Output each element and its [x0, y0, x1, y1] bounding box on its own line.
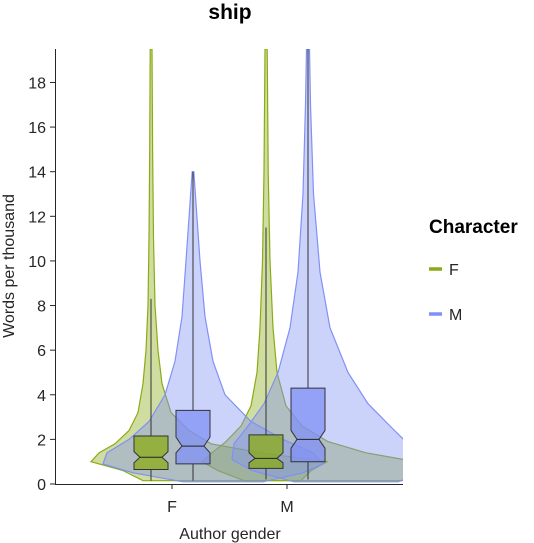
x-axis-label: Author gender — [179, 526, 281, 543]
boxplot-m-m — [290, 49, 326, 480]
legend-label-f: F — [449, 262, 459, 279]
violins — [89, 49, 403, 483]
y-tick-label: 12 — [28, 209, 46, 226]
y-tick-label: 14 — [28, 165, 46, 182]
violin-f-m — [200, 49, 403, 482]
box — [175, 409, 211, 465]
box — [133, 435, 169, 470]
axes: 0 2 4 6 8 10 12 14 16 18 F M — [28, 49, 403, 516]
box — [290, 387, 326, 463]
legend-label-m: M — [449, 307, 462, 324]
legend: Character F M — [429, 217, 518, 324]
chart-title: ship — [208, 1, 251, 24]
legend-title: Character — [429, 217, 518, 238]
y-tick-label: 4 — [37, 388, 46, 405]
plot-area — [89, 49, 403, 483]
y-tick-label: 0 — [37, 477, 46, 494]
y-tick-label: 6 — [37, 343, 46, 360]
y-tick-label: 18 — [28, 75, 46, 92]
y-tick-label: 10 — [28, 254, 46, 271]
x-tick-label: M — [280, 499, 293, 516]
boxplot-f-f — [133, 298, 169, 481]
x-tick-label: F — [167, 499, 177, 516]
y-tick-label: 8 — [37, 299, 46, 316]
y-axis-label: Words per thousand — [1, 194, 18, 338]
violin-m-m — [231, 49, 403, 483]
boxplot-f-m — [248, 227, 284, 480]
box — [248, 434, 284, 469]
boxplot-m-f — [175, 171, 211, 481]
y-tick-label: 16 — [28, 120, 46, 137]
y-tick-label: 2 — [37, 432, 46, 449]
